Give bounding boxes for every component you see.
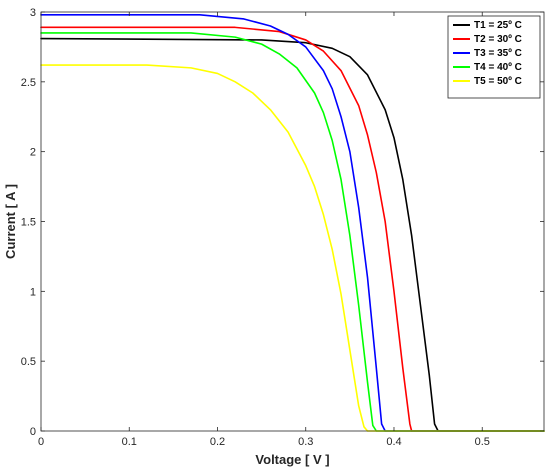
y-tick-label: 1.5 — [21, 217, 36, 229]
series-lines — [40, 13, 545, 432]
y-tick-label: 2 — [30, 147, 36, 159]
y-tick-label: 1 — [30, 286, 36, 298]
x-ticks: 0 0.1 0.2 0.3 0.4 0.5 — [38, 12, 490, 448]
legend: T1 = 25º C T2 = 30º C T3 = 35º C T4 = 40º C… — [447, 15, 541, 99]
legend-label-4: T4 = 40º C — [474, 62, 522, 73]
x-tick-label: 0 — [38, 436, 44, 448]
x-tick-label: 0.2 — [210, 436, 225, 448]
y-tick-label: 2.5 — [21, 77, 36, 89]
series-line-3 — [40, 13, 545, 432]
y-tick-label: 3 — [30, 7, 36, 19]
series-line-5 — [40, 64, 545, 432]
series-line-4 — [40, 32, 545, 432]
x-tick-label: 0.4 — [386, 436, 401, 448]
x-axis-title: Voltage [ V ] — [255, 452, 329, 467]
legend-label-2: T2 = 30º C — [474, 34, 522, 45]
x-tick-label: 0.5 — [475, 436, 490, 448]
legend-label-3: T3 = 35º C — [474, 48, 522, 59]
y-tick-label: 0 — [30, 426, 36, 438]
legend-label-5: T5 = 50º C — [474, 76, 522, 87]
y-ticks: 0 0.5 1 1.5 2 2.5 3 — [21, 7, 544, 438]
legend-box — [447, 15, 541, 99]
y-axis-title: Current [ A ] — [3, 184, 18, 259]
y-tick-label: 0.5 — [21, 356, 36, 368]
x-tick-label: 0.3 — [298, 436, 313, 448]
legend-label-1: T1 = 25º C — [474, 20, 522, 31]
x-tick-label: 0.1 — [122, 436, 137, 448]
